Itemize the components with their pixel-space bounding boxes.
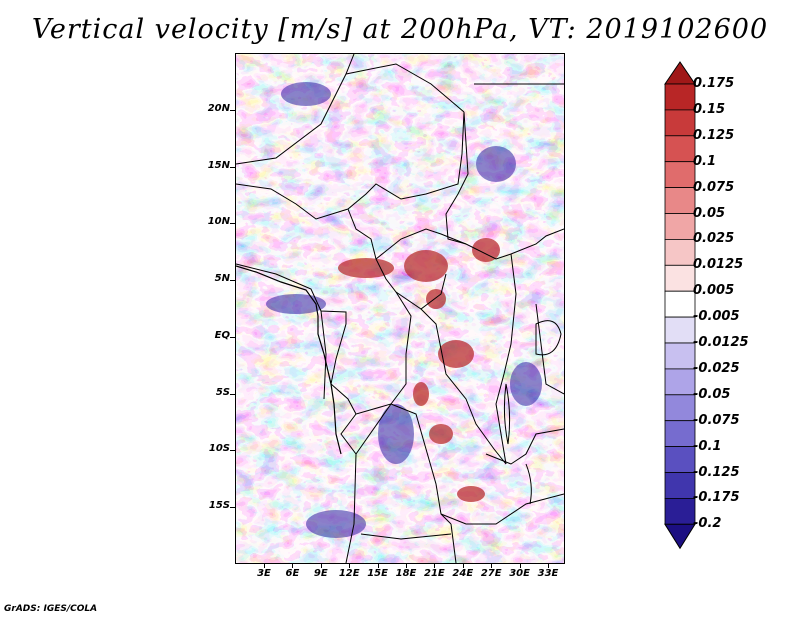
- colorbar-label: -0.1: [693, 438, 722, 454]
- colorbar-label: 0.0125: [693, 257, 744, 273]
- map-title: Vertical velocity [m/s] at 200hPa, VT: 2…: [31, 14, 769, 45]
- lon-tick-mark: [377, 563, 379, 568]
- colorbar-label: 0.125: [693, 127, 735, 143]
- lat-tick-label: 10N: [207, 216, 230, 228]
- colorbar-label: -0.125: [693, 464, 740, 480]
- lake-outlines: [503, 320, 562, 505]
- lon-tick-label: 3E: [257, 568, 271, 579]
- colorbar-label: 0.075: [693, 179, 735, 195]
- colorbar-swatch: [664, 446, 696, 473]
- colorbar-label: 0.025: [693, 231, 735, 247]
- lat-tick-label: EQ: [214, 329, 230, 341]
- colorbar-label: -0.075: [693, 412, 740, 428]
- coastline: [236, 265, 342, 455]
- lat-tick-mark: [230, 450, 235, 452]
- lat-tick-mark: [230, 223, 235, 225]
- colorbar-swatch: [664, 135, 696, 163]
- colorbar-label: -0.175: [693, 490, 740, 506]
- lat-tick-mark: [230, 280, 235, 282]
- lon-tick-label: 21E: [424, 568, 445, 579]
- lon-tick-mark: [320, 563, 322, 568]
- lon-tick-mark: [349, 563, 351, 568]
- colorbar-swatch: [664, 83, 696, 111]
- velocity-field: [236, 54, 564, 563]
- colorbar-swatch: [664, 394, 696, 422]
- lon-tick-label: 30E: [509, 568, 530, 579]
- colorbar-swatch: [664, 290, 696, 318]
- colorbar-label: -0.005: [693, 309, 740, 325]
- colorbar-label: 0.005: [693, 283, 735, 299]
- colorbar-swatch: [664, 264, 696, 292]
- colorbar: [664, 61, 696, 550]
- lon-tick-mark: [491, 563, 493, 568]
- lon-tick-label: 24E: [452, 568, 474, 579]
- colorbar-label: -0.05: [693, 386, 731, 402]
- colorbar-swatch: [664, 420, 696, 448]
- lon-tick-mark: [548, 563, 549, 568]
- lat-tick-label: 5N: [214, 273, 230, 285]
- lon-tick-mark: [264, 563, 265, 568]
- lon-tick-label: 6E: [285, 568, 300, 579]
- lat-tick-mark: [230, 110, 235, 111]
- colorbar-bottom-cap: [664, 523, 696, 550]
- colorbar-swatch: [664, 161, 696, 188]
- strong-downdraft-patches: [266, 82, 542, 538]
- colorbar-label: 0.05: [693, 205, 726, 221]
- lat-tick-label: 15S: [208, 499, 230, 511]
- lon-tick-mark: [406, 563, 407, 568]
- lon-tick-mark: [462, 563, 464, 568]
- lon-tick-mark: [434, 563, 436, 568]
- colorbar-swatch: [664, 342, 696, 370]
- lon-tick-label: 33E: [537, 568, 559, 579]
- lon-tick-label: 18E: [395, 568, 417, 579]
- lat-tick-label: 5S: [215, 386, 230, 398]
- colorbar-swatch: [664, 368, 696, 396]
- lon-tick-mark: [519, 563, 521, 568]
- colorbar-label: 0.1: [693, 153, 717, 169]
- map-panel: [235, 53, 565, 564]
- colorbar-label: -0.0125: [693, 335, 749, 350]
- colorbar-swatch: [664, 109, 696, 137]
- lat-tick-mark: [230, 393, 235, 395]
- country-borders: [236, 54, 564, 563]
- lon-tick-mark: [292, 563, 294, 568]
- colorbar-top-cap: [664, 61, 696, 85]
- lon-tick-label: 15E: [367, 568, 388, 579]
- lat-tick-label: 20N: [207, 103, 230, 114]
- colorbar-swatch: [664, 213, 696, 240]
- lon-tick-label: 27E: [480, 568, 502, 579]
- colorbar-swatch: [664, 238, 696, 266]
- colorbar-label: -0.2: [693, 516, 722, 532]
- lon-tick-label: 12E: [338, 568, 360, 579]
- colorbar-label: 0.15: [693, 101, 726, 117]
- strong-updraft-patches: [338, 238, 500, 502]
- colorbar-swatch: [664, 497, 696, 525]
- lon-tick-label: 9E: [313, 568, 328, 579]
- lat-tick-label: 10S: [208, 443, 230, 455]
- colorbar-swatch: [664, 187, 696, 214]
- lat-tick-label: 15N: [207, 159, 230, 171]
- colorbar-swatch: [664, 472, 696, 499]
- grads-credit: GrADS: IGES/COLA: [4, 604, 98, 614]
- lat-tick-mark: [230, 506, 235, 508]
- lat-tick-mark: [230, 336, 235, 338]
- colorbar-label: -0.025: [693, 360, 740, 376]
- colorbar-label: 0.175: [693, 76, 735, 91]
- colorbar-swatch: [664, 316, 696, 344]
- lat-tick-mark: [230, 166, 235, 168]
